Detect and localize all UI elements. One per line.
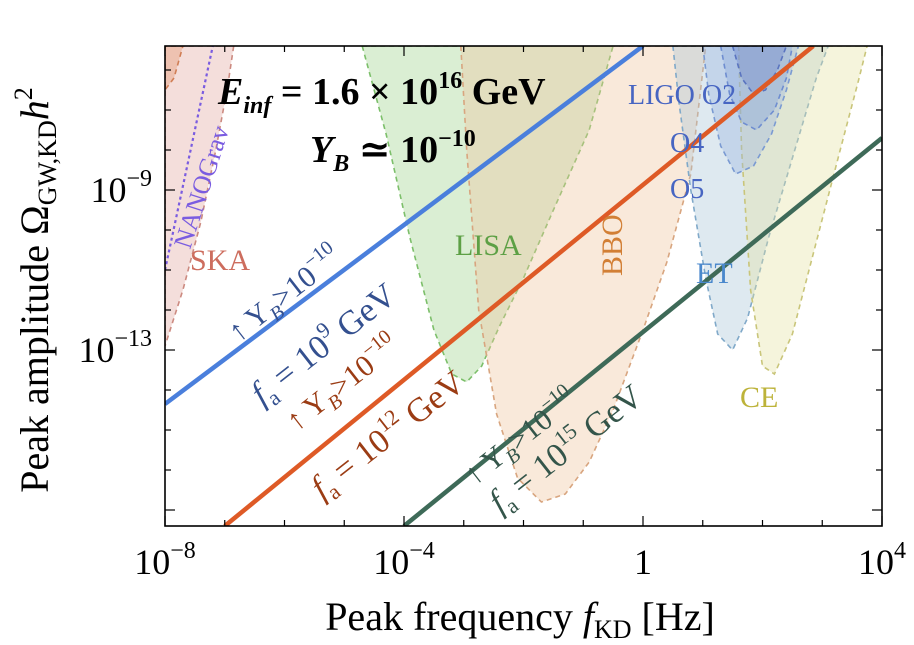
y-tick-label: 10−9 <box>90 166 152 210</box>
region-ce <box>737 46 868 376</box>
y-axis-label: Peak amplitude ΩGW,KDh2 <box>9 87 62 492</box>
prediction-lines <box>165 46 882 526</box>
region-ska <box>165 46 235 347</box>
label-lisa: LISA <box>455 229 522 262</box>
x-tick-label: 10−4 <box>373 538 435 582</box>
label-ligo-o2: LIGO O2 <box>628 80 736 111</box>
series-line-fa1e12 <box>223 46 815 526</box>
y-tick-label: 10−13 <box>78 326 152 370</box>
label-ligo-o4: O4 <box>670 128 704 159</box>
region-nanograv <box>165 46 184 92</box>
label-ligo-o5: O5 <box>670 174 704 205</box>
label-et: ET <box>696 257 733 290</box>
x-tick-label: 10−8 <box>134 538 196 582</box>
label-ce: CE <box>740 381 778 414</box>
axis-ticks: 10−8 10−4 1 104 10−9 10−13 <box>78 46 906 582</box>
region-lisa <box>361 46 614 383</box>
x-axis-label: Peak frequency fKD [Hz] <box>325 594 715 644</box>
series-line-fa1e15 <box>402 136 882 526</box>
x-tick-label: 1 <box>634 542 652 582</box>
label-ska: SKA <box>190 244 250 277</box>
region-bbo <box>459 46 707 503</box>
title-einf: Einf = 1.6 × 1016 GeV <box>217 68 546 119</box>
x-tick-label: 104 <box>858 538 906 582</box>
series-line-fa1e9 <box>165 46 645 406</box>
nanograv-line <box>165 46 214 271</box>
title-yb: YB ≃ 10−10 <box>310 126 476 177</box>
region-ligo-o2 <box>731 46 788 95</box>
label-bbo: BBO <box>596 214 629 276</box>
